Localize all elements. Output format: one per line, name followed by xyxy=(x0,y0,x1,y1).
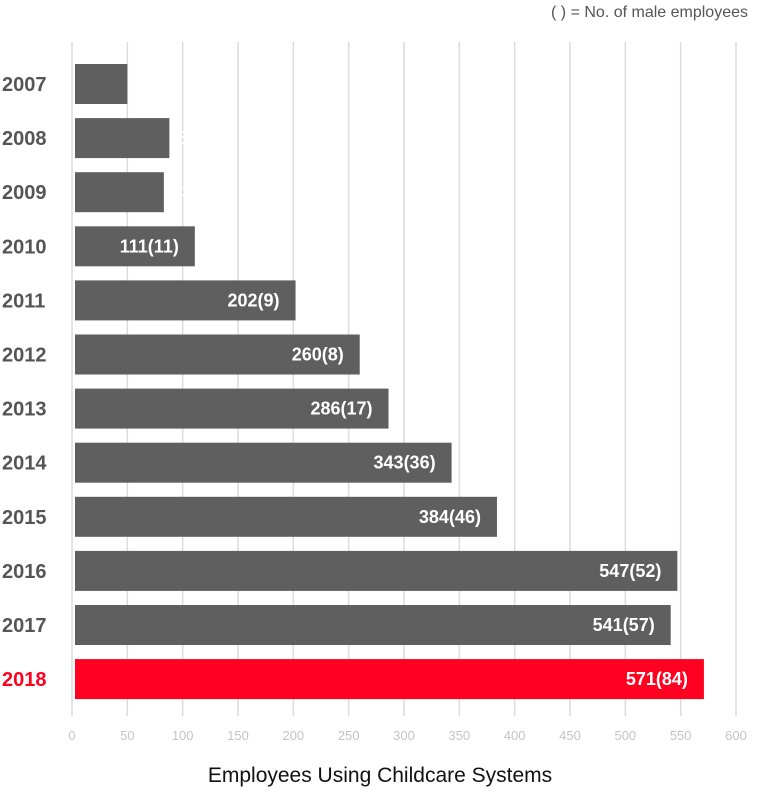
bar-2018 xyxy=(75,659,704,700)
data-labels: 50(6) 88(5) 83(4) 111(11) 202(9) 260(8) 286(17… xyxy=(120,74,688,689)
x-tick-label: 350 xyxy=(448,728,470,743)
category-label: 2012 xyxy=(2,345,47,367)
bar-2013 xyxy=(75,388,389,429)
data-label: 260(8) xyxy=(292,345,344,365)
x-tick-label: 250 xyxy=(338,728,360,743)
category-label: 2014 xyxy=(2,453,47,475)
data-label: 111(11) xyxy=(120,236,179,256)
bars xyxy=(75,64,704,700)
x-axis-title: Employees Using Childcare Systems xyxy=(207,764,553,787)
bar-2009 xyxy=(75,172,164,213)
data-label: 202(9) xyxy=(228,290,280,310)
x-tick-label: 150 xyxy=(227,728,249,743)
data-label: 88(5) xyxy=(177,128,219,148)
data-label: 343(36) xyxy=(374,453,436,473)
x-tick-labels: 0 50 100 150 200 250 300 350 400 450 500 550 600 xyxy=(68,728,746,743)
bar-2015 xyxy=(75,496,497,537)
bar-2012 xyxy=(75,334,360,375)
category-label: 2007 xyxy=(2,74,47,96)
data-label: 547(52) xyxy=(599,561,661,581)
data-label: 50(6) xyxy=(135,74,177,94)
x-tick-label: 0 xyxy=(68,728,75,743)
grid-lines xyxy=(71,42,737,716)
bar-2014 xyxy=(75,442,452,483)
category-label: 2010 xyxy=(2,236,47,258)
x-tick-label: 300 xyxy=(393,728,415,743)
bar-2011 xyxy=(75,280,296,321)
x-tick-label: 600 xyxy=(725,728,747,743)
x-tick-label: 550 xyxy=(670,728,692,743)
data-label: 571(84) xyxy=(626,669,688,689)
legend-note: ( ) = No. of male employees xyxy=(551,4,748,21)
bar-2007 xyxy=(75,64,128,104)
category-label: 2015 xyxy=(2,507,47,529)
category-label: 2013 xyxy=(2,399,47,421)
bar-2016 xyxy=(75,550,678,591)
data-label: 541(57) xyxy=(593,615,655,635)
data-label: 83(4) xyxy=(172,182,214,202)
category-label: 2016 xyxy=(2,561,47,583)
x-tick-label: 50 xyxy=(120,728,134,743)
x-tick-label: 200 xyxy=(282,728,304,743)
category-label: 2009 xyxy=(2,182,47,204)
data-label: 286(17) xyxy=(310,399,372,419)
bar-2017 xyxy=(75,605,671,645)
x-tick-label: 400 xyxy=(504,728,526,743)
bar-chart: 50(6) 88(5) 83(4) 111(11) 202(9) 260(8) 286(17… xyxy=(2,42,747,743)
x-tick-label: 450 xyxy=(559,728,581,743)
category-label: 2017 xyxy=(2,615,47,637)
bar-2010 xyxy=(75,226,195,267)
category-label: 2011 xyxy=(2,290,45,312)
data-label: 384(46) xyxy=(419,507,481,527)
category-label: 2018 xyxy=(2,669,47,691)
category-label: 2008 xyxy=(2,128,47,150)
x-tick-label: 100 xyxy=(172,728,194,743)
category-labels: 2007 2008 2009 2010 2011 2012 2013 2014 2015 2016… xyxy=(2,74,47,691)
x-tick-label: 500 xyxy=(614,728,636,743)
bar-2008 xyxy=(75,118,170,159)
